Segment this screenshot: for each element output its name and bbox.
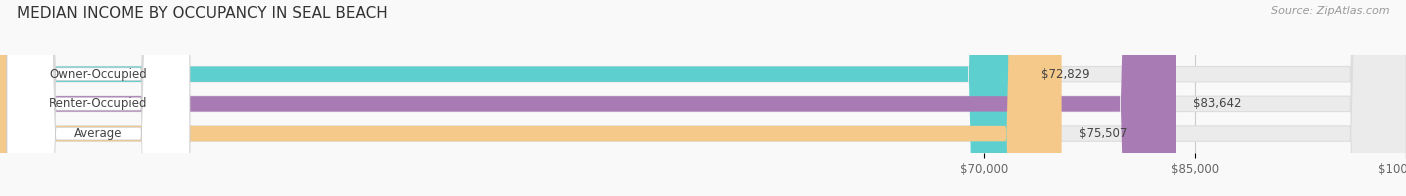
FancyBboxPatch shape: [7, 0, 190, 196]
Text: MEDIAN INCOME BY OCCUPANCY IN SEAL BEACH: MEDIAN INCOME BY OCCUPANCY IN SEAL BEACH: [17, 6, 388, 21]
FancyBboxPatch shape: [7, 0, 190, 196]
Text: $75,507: $75,507: [1078, 127, 1126, 140]
Text: Average: Average: [75, 127, 122, 140]
FancyBboxPatch shape: [7, 0, 190, 196]
Text: $72,829: $72,829: [1040, 68, 1090, 81]
Text: Owner-Occupied: Owner-Occupied: [49, 68, 148, 81]
Text: Source: ZipAtlas.com: Source: ZipAtlas.com: [1271, 6, 1389, 16]
FancyBboxPatch shape: [0, 0, 1062, 196]
FancyBboxPatch shape: [0, 0, 1024, 196]
Text: $83,642: $83,642: [1192, 97, 1241, 110]
Text: Renter-Occupied: Renter-Occupied: [49, 97, 148, 110]
FancyBboxPatch shape: [0, 0, 1175, 196]
